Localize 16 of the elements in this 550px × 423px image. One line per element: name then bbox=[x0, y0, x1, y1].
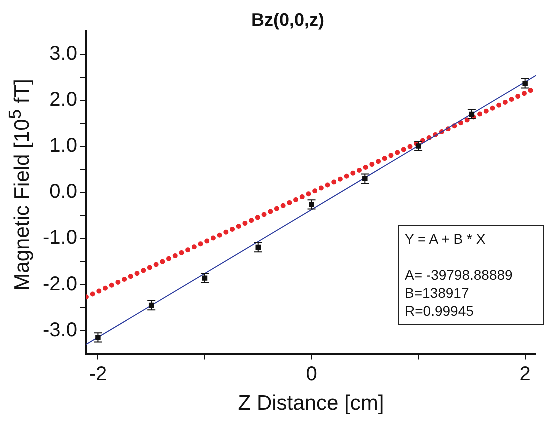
y-tick-label: -3.0 bbox=[42, 319, 78, 342]
x-tick-label: 2 bbox=[520, 363, 531, 386]
y-tick-label: 0.0 bbox=[50, 181, 78, 204]
x-tick-label: -2 bbox=[89, 363, 108, 386]
chart-title: Bz(0,0,z) bbox=[251, 10, 325, 30]
y-tick-label: -2.0 bbox=[42, 273, 78, 296]
y-tick-label: -1.0 bbox=[42, 227, 78, 250]
x-axis-title: Z Distance [cm] bbox=[238, 392, 384, 416]
annotation: R=0.99945 bbox=[405, 302, 475, 320]
y-tick-label: 3.0 bbox=[50, 43, 78, 66]
y-tick-label: 1.0 bbox=[50, 135, 78, 158]
annotation: B=138917 bbox=[405, 284, 470, 302]
x-tick-label: 0 bbox=[306, 363, 318, 386]
annotation: A= -39798.88889 bbox=[405, 266, 514, 284]
y-tick-label: 2.0 bbox=[50, 89, 78, 112]
annotation: Y = A + B * X bbox=[405, 230, 487, 248]
